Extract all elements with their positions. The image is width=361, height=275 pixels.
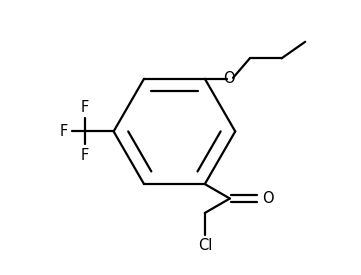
- Text: Cl: Cl: [197, 238, 212, 252]
- Text: F: F: [60, 124, 68, 139]
- Text: O: O: [262, 191, 274, 206]
- Text: F: F: [81, 100, 89, 115]
- Text: F: F: [81, 147, 89, 163]
- Text: O: O: [223, 71, 235, 86]
